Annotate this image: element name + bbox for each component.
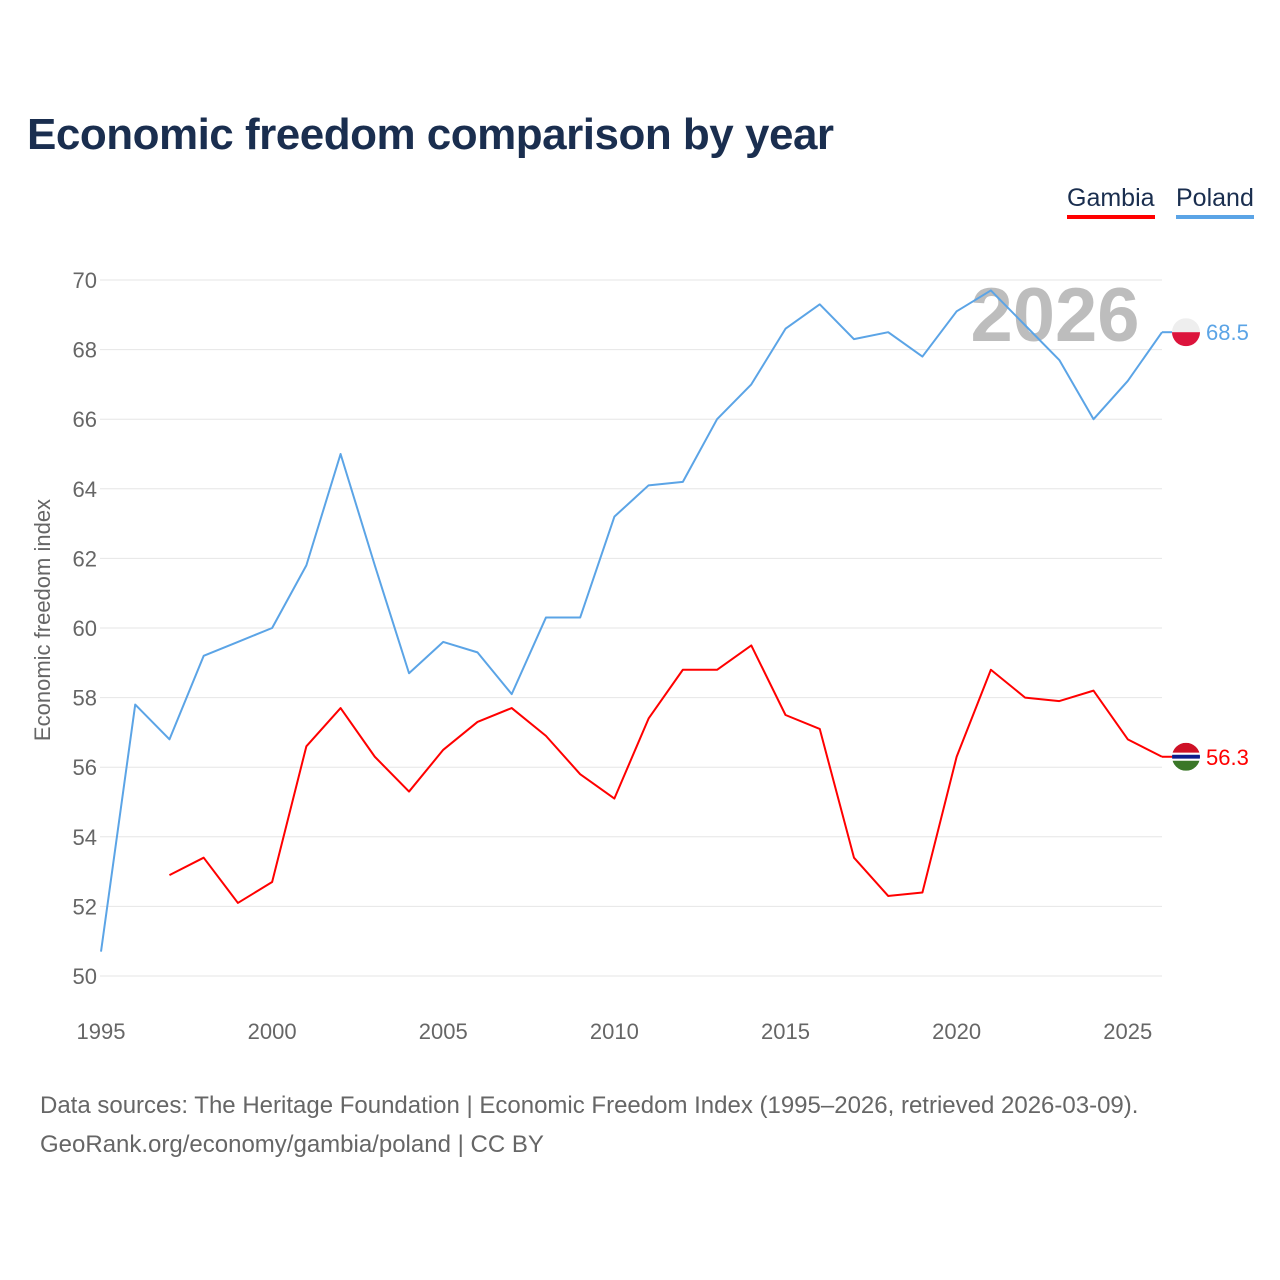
y-tick-label: 56 [73, 755, 97, 780]
y-tick-label: 66 [73, 407, 97, 432]
x-tick-label: 2020 [932, 1019, 981, 1044]
source-line-1: Data sources: The Heritage Foundation | … [40, 1092, 1139, 1119]
legend-gambia[interactable]: Gambia [1067, 184, 1155, 219]
source-line-2[interactable]: GeoRank.org/economy/gambia/poland | CC B… [40, 1131, 544, 1158]
y-tick-label: 60 [73, 616, 97, 641]
series-line-gambia [168, 644, 1163, 904]
x-tick-label: 2015 [761, 1019, 810, 1044]
legend-poland[interactable]: Poland [1176, 184, 1254, 219]
chart-title: Economic freedom comparison by year [27, 110, 834, 159]
end-value-label: 68.5 [1206, 320, 1249, 345]
source-note: Data sources: The Heritage Foundation | … [40, 1086, 1138, 1164]
y-tick-label: 64 [73, 477, 97, 502]
series-line-poland [100, 289, 1163, 952]
gambia-flag-icon [1172, 742, 1200, 771]
x-tick-label: 2000 [248, 1019, 297, 1044]
y-tick-label: 58 [73, 686, 97, 711]
x-tick-label: 2025 [1103, 1019, 1152, 1044]
y-tick-label: 62 [73, 546, 97, 571]
x-tick-label: 1995 [77, 1019, 126, 1044]
y-tick-label: 52 [73, 894, 97, 919]
y-tick-label: 70 [73, 268, 97, 293]
y-tick-label: 54 [73, 825, 97, 850]
x-tick-label: 2010 [590, 1019, 639, 1044]
poland-flag-icon [1172, 318, 1200, 347]
end-value-label: 56.3 [1206, 745, 1249, 770]
y-tick-label: 68 [73, 338, 97, 363]
y-axis-label: Economic freedom index [30, 499, 55, 741]
y-tick-label: 50 [73, 964, 97, 989]
x-tick-label: 2005 [419, 1019, 468, 1044]
year-watermark: 2026 [970, 273, 1139, 358]
